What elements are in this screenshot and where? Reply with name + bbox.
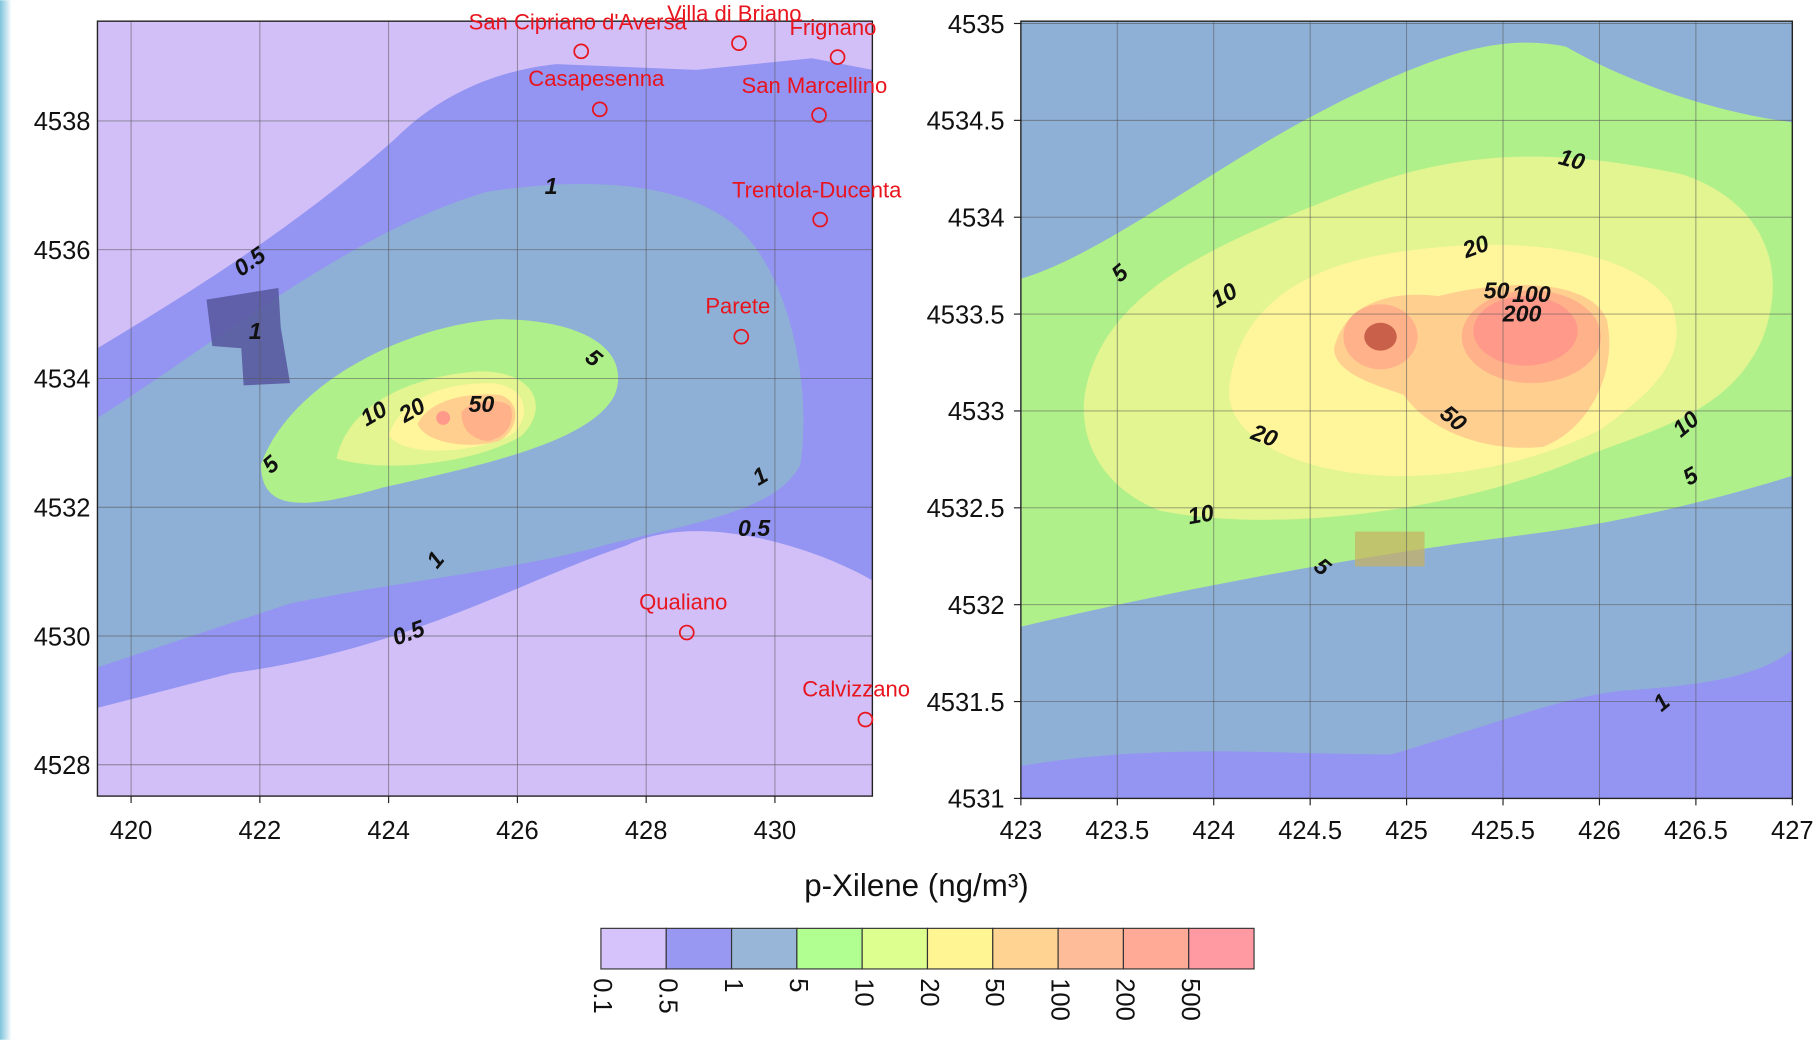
colorbar-label: 5 xyxy=(784,978,812,992)
right-map xyxy=(1021,21,1792,798)
y-tick-label: 4534 xyxy=(34,366,91,394)
y-tick-label: 4533.5 xyxy=(927,301,1005,329)
x-tick-label: 427 xyxy=(1771,817,1814,845)
y-tick-label: 4532 xyxy=(948,592,1005,620)
x-tick-label: 424 xyxy=(367,817,410,845)
colorbar-cell xyxy=(1123,928,1188,969)
x-tick-label: 425 xyxy=(1385,817,1428,845)
colorbar-cell xyxy=(732,928,797,969)
legend-title: p-Xilene (ng/m³) xyxy=(804,868,1028,903)
colorbar-cell xyxy=(601,928,666,969)
place-label: Villa di Briano xyxy=(667,1,801,26)
place-label: San Marcellino xyxy=(742,73,888,98)
x-tick-label: 426 xyxy=(1578,817,1621,845)
y-tick-label: 4530 xyxy=(34,623,91,651)
x-tick-label: 424 xyxy=(1192,817,1235,845)
y-tick-label: 4538 xyxy=(34,108,91,136)
y-tick-label: 4531.5 xyxy=(927,689,1005,717)
y-tick-label: 4535 xyxy=(948,11,1005,39)
y-tick-label: 4532 xyxy=(34,495,91,523)
y-tick-label: 4528 xyxy=(34,752,91,780)
place-label: Qualiano xyxy=(639,589,727,614)
x-tick-label: 426.5 xyxy=(1664,817,1728,845)
place-label: Trentola-Ducenta xyxy=(732,177,902,202)
x-tick-label: 426 xyxy=(496,817,539,845)
x-tick-label: 424.5 xyxy=(1278,817,1342,845)
colorbar-cell xyxy=(862,928,927,969)
y-tick-label: 4533 xyxy=(948,398,1005,426)
colorbar-cell xyxy=(927,928,992,969)
contour-label: 200 xyxy=(1502,301,1542,327)
colorbar-cell xyxy=(666,928,731,969)
contour-label: 0.5 xyxy=(738,515,771,541)
x-tick-label: 425.5 xyxy=(1471,817,1535,845)
colorbar-label: 20 xyxy=(915,978,943,1006)
colorbar-label: 200 xyxy=(1111,978,1139,1021)
y-tick-label: 4534.5 xyxy=(927,108,1005,136)
place-label: Frignano xyxy=(789,15,876,40)
colorbar-cell xyxy=(993,928,1058,969)
place-label: Casapesenna xyxy=(528,66,665,91)
y-tick-label: 4532.5 xyxy=(927,495,1005,523)
colorbar-cell xyxy=(1189,928,1254,969)
y-tick-label: 4534 xyxy=(948,205,1005,233)
x-tick-label: 423.5 xyxy=(1085,817,1149,845)
colorbar-cell xyxy=(1058,928,1123,969)
place-label: Parete xyxy=(705,294,770,319)
x-tick-label: 422 xyxy=(239,817,282,845)
colorbar-cell xyxy=(797,928,862,969)
colorbar-label: 100 xyxy=(1045,978,1073,1021)
x-tick-label: 428 xyxy=(625,817,668,845)
page: p-Xilene (ng/m³) 420 422 424 426 428 430 4538 4… xyxy=(0,0,1819,1040)
place-label: Calvizzano xyxy=(802,676,910,701)
colorbar-label: 500 xyxy=(1176,978,1204,1021)
colorbar-label: 0.5 xyxy=(653,978,681,1013)
x-tick-label: 420 xyxy=(110,817,153,845)
contour-label: 1 xyxy=(249,318,262,344)
place-label: San Cipriano d'Aversa xyxy=(469,9,688,34)
x-tick-label: 430 xyxy=(754,817,797,845)
x-tick-label: 423 xyxy=(1000,817,1043,845)
edge-strip xyxy=(0,0,12,1039)
colorbar-label: 1 xyxy=(719,978,747,992)
contour-label: 1 xyxy=(545,173,558,199)
y-tick-label: 4536 xyxy=(34,237,91,265)
colorbar-label: 0.1 xyxy=(588,978,616,1013)
colorbar-label: 50 xyxy=(980,978,1008,1006)
y-tick-label: 4531 xyxy=(948,786,1005,814)
colorbar-label: 10 xyxy=(849,978,877,1006)
contour-label: 50 xyxy=(469,391,495,417)
contour-label: 50 xyxy=(1484,277,1510,303)
contour-label: 10 xyxy=(1186,499,1216,529)
